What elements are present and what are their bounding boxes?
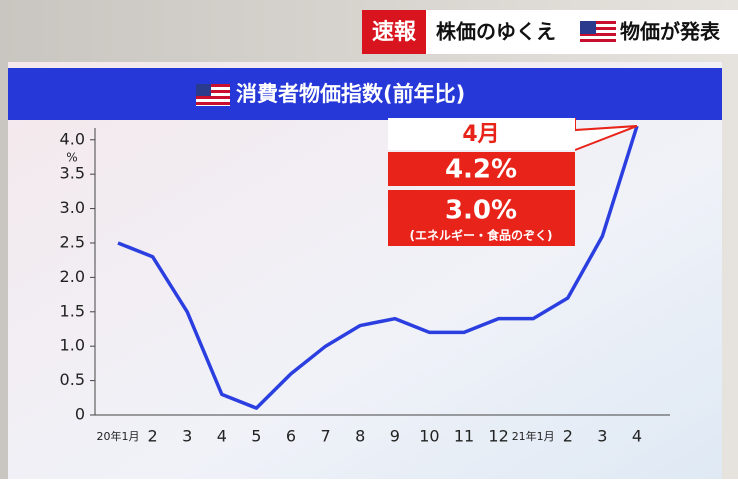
x-tick-label: 9	[390, 427, 400, 446]
x-tick-label: 12	[488, 427, 508, 446]
callout-headline-box	[388, 152, 575, 186]
topic: 株価のゆくえ	[436, 20, 556, 44]
flag-icon	[580, 21, 616, 45]
y-tick-label: 2.5	[60, 232, 85, 251]
y-tick-label: 1.5	[60, 301, 85, 320]
callout-month: 4月	[462, 122, 499, 147]
x-tick-label: 3	[182, 427, 192, 446]
data-line	[117, 125, 639, 410]
x-tick-label: 7	[321, 427, 331, 446]
y-tick-label: 0.5	[60, 370, 85, 389]
y-tick-label: 3.0	[60, 198, 85, 217]
x-tick-label: 6	[286, 427, 296, 446]
y-tick-label: 4.0	[60, 129, 85, 148]
x-tick-label: 3	[597, 427, 607, 446]
subject: 物価が発表	[620, 20, 721, 44]
y-tick-label: 0	[75, 405, 85, 424]
chart-title: 消費者物価指数(前年比)	[236, 82, 465, 106]
title-bar	[8, 68, 722, 120]
callout-month-box	[388, 118, 575, 150]
y-tick-label: 2.0	[60, 267, 85, 286]
callout-core-box	[388, 190, 575, 246]
y-tick-label: 1.0	[60, 336, 85, 355]
panel	[8, 62, 722, 479]
x-tick-label: 8	[355, 427, 365, 446]
flag-icon	[196, 84, 230, 106]
x-tick-label: 10	[419, 427, 439, 446]
x-tick-label: 2	[563, 427, 573, 446]
badge: 速報	[372, 19, 417, 45]
y-unit: %	[66, 151, 77, 165]
x-tick-label: 21年1月	[512, 429, 555, 443]
x-tick-label: 2	[148, 427, 158, 446]
callout-headline: 4.2%	[445, 155, 517, 185]
callout-core: 3.0%	[445, 196, 517, 226]
x-tick-label: 20年1月	[97, 429, 140, 443]
callout-core-note: (エネルギー・食品のぞく)	[410, 228, 553, 243]
x-tick-label: 4	[632, 427, 642, 446]
y-tick-label: 3.5	[60, 164, 85, 183]
badge-box	[362, 10, 426, 54]
x-tick-label: 4	[217, 427, 227, 446]
x-tick-label: 5	[251, 427, 261, 446]
x-tick-label: 11	[454, 427, 474, 446]
